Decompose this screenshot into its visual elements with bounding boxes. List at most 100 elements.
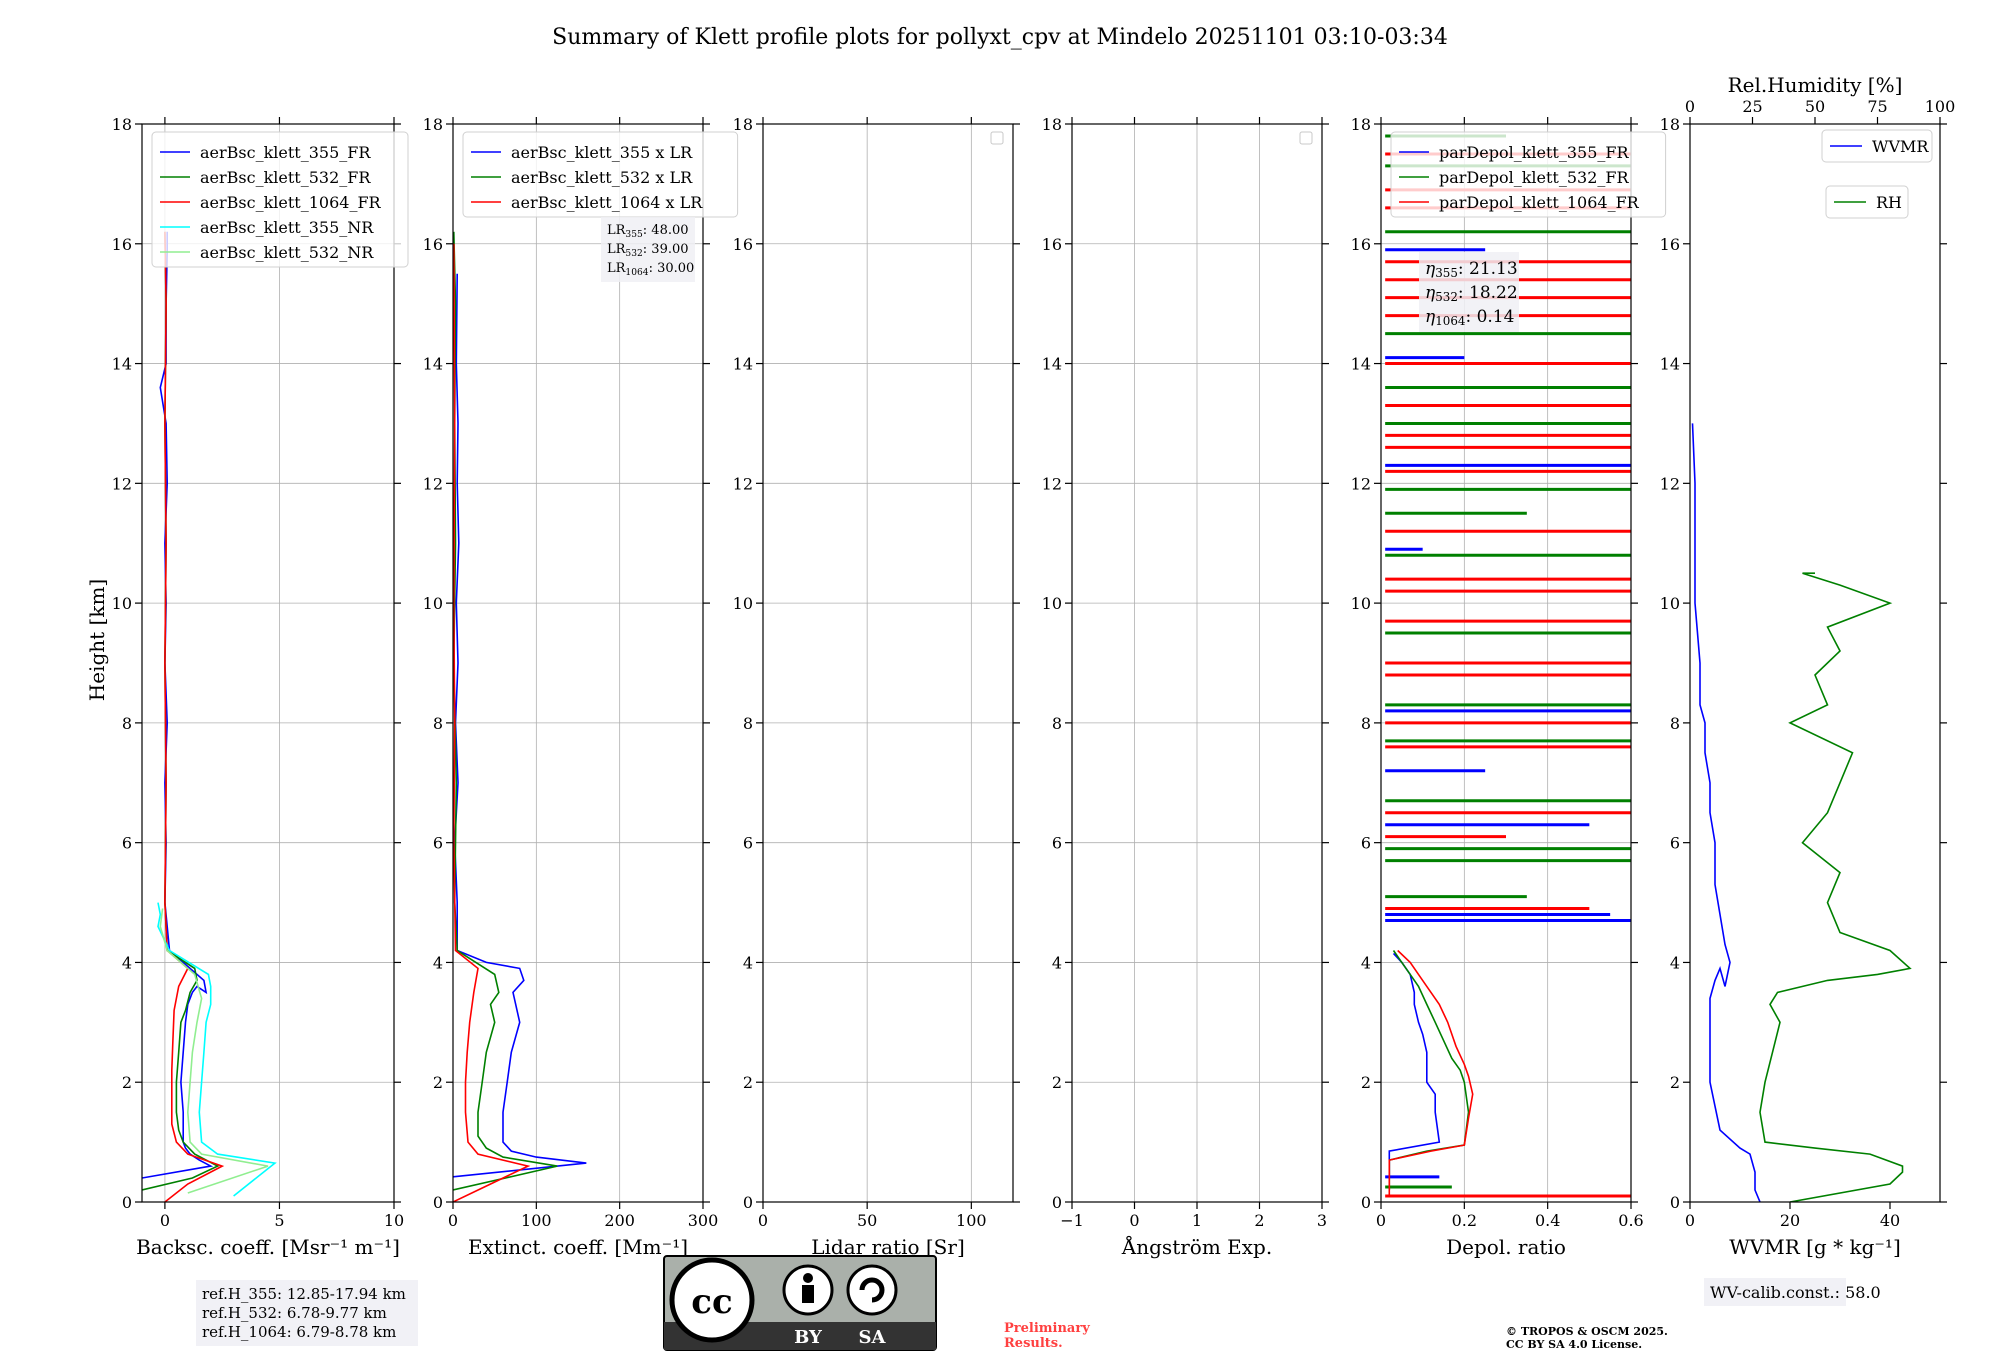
series-line-RH xyxy=(1759,572,1912,1202)
y-tick-label: 0 xyxy=(1670,1193,1680,1212)
series-line-parDepol_klett_1064_FR xyxy=(1388,949,1474,1196)
y-tick-label: 4 xyxy=(433,953,443,972)
annotation-box-extinction: LR355: 48.00 LR532: 39.00 LR1064: 30.00 xyxy=(601,217,695,282)
x-tick-label: 0 xyxy=(1376,1211,1386,1230)
y-tick-label: 2 xyxy=(743,1073,753,1092)
y-tick-label: 8 xyxy=(122,714,132,733)
sa-icon xyxy=(846,1264,898,1316)
y-tick-label: 0 xyxy=(433,1193,443,1212)
series-line-aerBsc_klett_355_NR xyxy=(157,902,277,1197)
annotation-text: LR355: 48.00 xyxy=(607,223,689,240)
y-tick-label: 14 xyxy=(733,355,753,374)
y-tick-label: 6 xyxy=(1361,834,1371,853)
x-tick-label: 50 xyxy=(857,1211,877,1230)
legend-entry: aerBsc_klett_1064 x LR xyxy=(511,193,703,212)
axes-frame xyxy=(452,123,704,1203)
y-tick-label: 18 xyxy=(112,115,132,134)
y-tick-label: 12 xyxy=(1660,474,1680,493)
top-x-tick-label: 50 xyxy=(1805,97,1825,116)
annotation-box-depol: η355: 21.13 η532: 18.22 η1064: 0.14 xyxy=(1419,252,1519,332)
y-tick-label: 18 xyxy=(733,115,753,134)
top-x-axis-label: Rel.Humidity [%] xyxy=(1728,73,1903,97)
annotation-text: η1064: 0.14 xyxy=(1425,307,1514,328)
ref-height-532: ref.H_532: 6.78-9.77 km xyxy=(202,1304,387,1322)
y-tick-label: 4 xyxy=(1052,953,1062,972)
y-tick-label: 2 xyxy=(1670,1073,1680,1092)
annotation-text: η532: 18.22 xyxy=(1425,283,1518,304)
series-line-aerBsc_klett_532_NR xyxy=(159,908,269,1194)
panel-depol: 0 2 4 6 8 10 12 14 16 18 0 0.2 0.4 0.6 Depol. ratio par… xyxy=(1351,115,1667,1259)
y-tick-label: 18 xyxy=(1660,115,1680,134)
series-line-aerBsc_klett_1064 x LR xyxy=(453,243,531,1202)
x-tick-label: 20 xyxy=(1780,1211,1800,1230)
axes-frame xyxy=(762,123,1014,1203)
reference-height-box: ref.H_355: 12.85-17.94 km ref.H_532: 6.7… xyxy=(196,1280,418,1346)
legend-backscatter: aerBsc_klett_355_FR aerBsc_klett_532_FRae… xyxy=(151,131,409,268)
legend-entry: parDepol_klett_532_FR xyxy=(1439,168,1630,187)
ref-height-1064: ref.H_1064: 6.79-8.78 km xyxy=(202,1323,396,1341)
x-tick-label: 0 xyxy=(160,1211,170,1230)
y-tick-label: 4 xyxy=(1670,953,1680,972)
y-tick-label: 2 xyxy=(1361,1073,1371,1092)
series-line-WVMR xyxy=(1691,423,1761,1202)
x-tick-label: −1 xyxy=(1060,1211,1084,1230)
legend-entry: aerBsc_klett_355_NR xyxy=(200,218,374,237)
series-line-parDepol_klett_355_FR xyxy=(1388,952,1441,1178)
y-tick-label: 18 xyxy=(1042,115,1062,134)
y-tick-label: 18 xyxy=(423,115,443,134)
x-tick-label: 40 xyxy=(1880,1211,1900,1230)
y-tick-label: 16 xyxy=(112,235,132,254)
x-tick-label: 0.4 xyxy=(1535,1211,1560,1230)
legend-box xyxy=(1390,131,1667,218)
y-tick-label: 16 xyxy=(1660,235,1680,254)
y-tick-label: 0 xyxy=(743,1193,753,1212)
ref-height-355: ref.H_355: 12.85-17.94 km xyxy=(202,1285,406,1303)
x-tick-label: 0.2 xyxy=(1452,1211,1477,1230)
legend-entry: aerBsc_klett_355 x LR xyxy=(511,143,693,162)
top-x-tick-label: 75 xyxy=(1867,97,1887,116)
legend-entry: parDepol_klett_1064_FR xyxy=(1439,193,1640,212)
y-tick-label: 16 xyxy=(1351,235,1371,254)
x-axis-label: Backsc. coeff. [Msr⁻¹ m⁻¹] xyxy=(136,1235,400,1259)
legend-RH: RH xyxy=(1825,185,1909,219)
y-tick-label: 6 xyxy=(743,834,753,853)
y-tick-label: 6 xyxy=(1670,834,1680,853)
legend-entry: parDepol_klett_355_FR xyxy=(1439,143,1630,162)
annotation-text: LR532: 39.00 xyxy=(607,242,689,259)
y-tick-label: 10 xyxy=(112,594,132,613)
y-tick-label: 4 xyxy=(1361,953,1371,972)
panel-backscatter: 0 2 4 6 8 10 12 14 16 18 0 5 10 Backsc. coeff. [Msr⁻¹… xyxy=(112,115,409,1259)
y-tick-label: 12 xyxy=(112,474,132,493)
y-tick-label: 10 xyxy=(1660,594,1680,613)
panel-wvmr: 0 2 4 6 8 10 12 14 16 18 0 20 40 WVMR [g * kg⁻¹] 0 25 50… xyxy=(1660,73,1956,1259)
x-tick-label: 10 xyxy=(384,1211,404,1230)
y-tick-label: 2 xyxy=(122,1073,132,1092)
y-tick-label: 14 xyxy=(1351,355,1371,374)
legend-entry: aerBsc_klett_532 x LR xyxy=(511,168,693,187)
y-tick-label: 12 xyxy=(733,474,753,493)
x-tick-label: 300 xyxy=(688,1211,719,1230)
y-tick-label: 10 xyxy=(423,594,443,613)
axes-frame xyxy=(1380,123,1632,1203)
cc-icon xyxy=(669,1257,755,1343)
x-tick-label: 3 xyxy=(1317,1211,1327,1230)
legend-entry: aerBsc_klett_355_FR xyxy=(200,143,371,162)
top-x-tick-label: 100 xyxy=(1925,97,1956,116)
legend-entry: aerBsc_klett_532_NR xyxy=(200,243,374,262)
empty-legend-box xyxy=(1299,131,1313,145)
x-tick-label: 0.6 xyxy=(1618,1211,1643,1230)
y-tick-label: 14 xyxy=(423,355,443,374)
legend-box xyxy=(1825,185,1909,219)
annotation-text: η355: 21.13 xyxy=(1425,259,1518,280)
series-line-aerBsc_klett_532_FR xyxy=(142,231,220,1191)
x-tick-label: 0 xyxy=(1685,1211,1695,1230)
cc-by-sa-badge: cc BY SA xyxy=(663,1255,937,1351)
preliminary-line-2: Results. xyxy=(1004,1336,1063,1351)
axes-frame xyxy=(141,123,395,1203)
y-tick-label: 6 xyxy=(122,834,132,853)
legend-extinction: aerBsc_klett_355 x LR aerBsc_klett_532 x … xyxy=(462,131,739,218)
y-tick-label: 4 xyxy=(743,953,753,972)
